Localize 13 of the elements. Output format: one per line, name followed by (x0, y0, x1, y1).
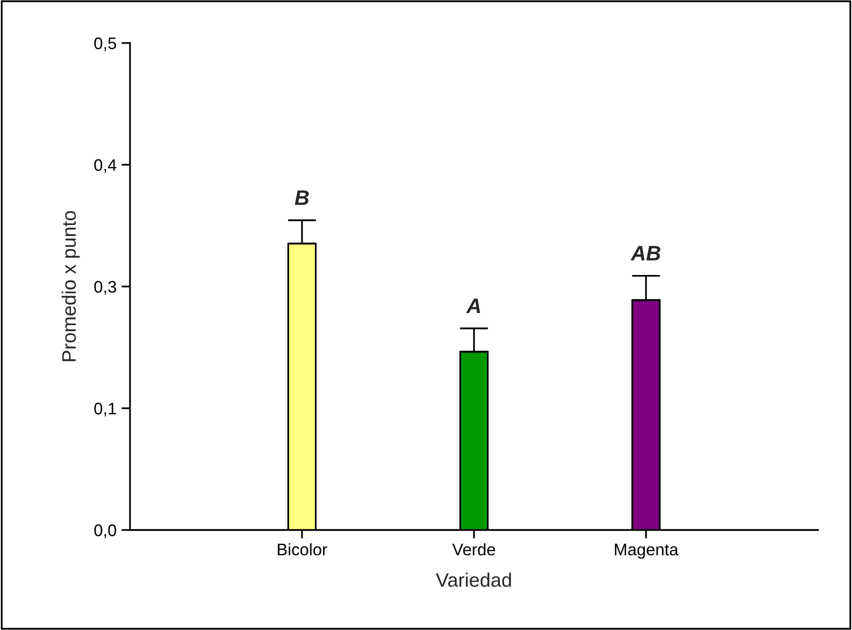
annotation: B (294, 190, 309, 205)
annotation: A (466, 298, 480, 313)
y-tick-label: 0,4 (94, 159, 116, 173)
y-tick-label: 0,5 (94, 37, 116, 52)
annotation: AB (630, 246, 660, 260)
x-tick-label: Verde (452, 543, 496, 556)
y-tick-label: 0,1 (94, 402, 116, 416)
y-axis-title: Promedio x punto (62, 211, 80, 362)
y-tick-label: 0,3 (94, 280, 116, 295)
x-tick-label: Magenta (614, 544, 678, 559)
y-tick-label: 0,0 (94, 524, 116, 538)
x-tick-label: Bicolor (278, 543, 328, 556)
x-axis-title: Variedad (436, 572, 511, 587)
